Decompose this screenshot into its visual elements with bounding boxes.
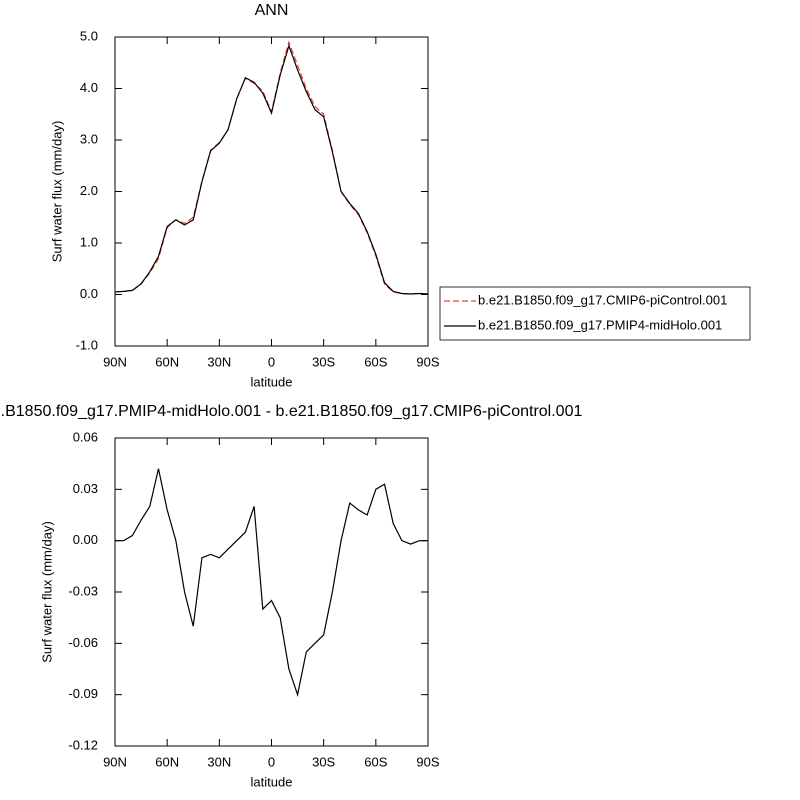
chart-title: b.e21.B1850.f09_g17.PMIP4-midHolo.001 - … xyxy=(0,403,582,420)
x-tick-label: 90S xyxy=(416,354,439,369)
x-tick-label: 0 xyxy=(268,354,275,369)
x-tick-label: 0 xyxy=(268,754,275,769)
y-tick-label: -0.12 xyxy=(68,737,98,752)
x-tick-label: 90S xyxy=(416,754,439,769)
y-tick-label: 0.00 xyxy=(73,532,98,547)
plot-frame xyxy=(114,36,429,347)
y-tick-label: -0.06 xyxy=(68,635,98,650)
y-tick-label: 2.0 xyxy=(80,183,98,198)
x-tick-label: 90N xyxy=(103,754,127,769)
y-tick-label: 3.0 xyxy=(80,131,98,146)
data-line xyxy=(114,40,429,295)
x-tick-label: 60N xyxy=(155,354,179,369)
y-tick-label: -1.0 xyxy=(76,337,98,352)
x-axis-label: latitude xyxy=(251,374,293,389)
x-tick-label: 60N xyxy=(155,754,179,769)
x-tick-label: 30N xyxy=(207,354,231,369)
legend-label: b.e21.B1850.f09_g17.CMIP6-piControl.001 xyxy=(478,292,727,307)
y-tick-label: 4.0 xyxy=(80,80,98,95)
y-tick-label: 0.0 xyxy=(80,286,98,301)
y-tick-label: 1.0 xyxy=(80,234,98,249)
y-axis-label: Surf water flux (mm/day) xyxy=(39,521,54,663)
y-tick-label: 0.03 xyxy=(73,481,98,496)
legend: b.e21.B1850.f09_g17.CMIP6-piControl.001b… xyxy=(439,286,751,341)
x-tick-label: 90N xyxy=(103,354,127,369)
x-tick-label: 60S xyxy=(364,754,387,769)
legend-label: b.e21.B1850.f09_g17.PMIP4-midHolo.001 xyxy=(478,317,722,332)
legend-box xyxy=(439,286,751,341)
x-tick-label: 30N xyxy=(207,754,231,769)
y-tick-label: -0.09 xyxy=(68,686,98,701)
data-line xyxy=(115,468,428,697)
y-tick-label: -0.03 xyxy=(68,583,98,598)
x-axis-label: latitude xyxy=(251,774,293,789)
y-tick-label: 5.0 xyxy=(80,28,98,43)
data-line xyxy=(114,43,429,295)
chart-title: ANN xyxy=(255,2,289,19)
y-tick-label: 0.06 xyxy=(73,429,98,444)
x-tick-label: 30S xyxy=(312,754,335,769)
x-tick-label: 60S xyxy=(364,354,387,369)
x-tick-label: 30S xyxy=(312,354,335,369)
y-axis-label: Surf water flux (mm/day) xyxy=(49,121,64,263)
